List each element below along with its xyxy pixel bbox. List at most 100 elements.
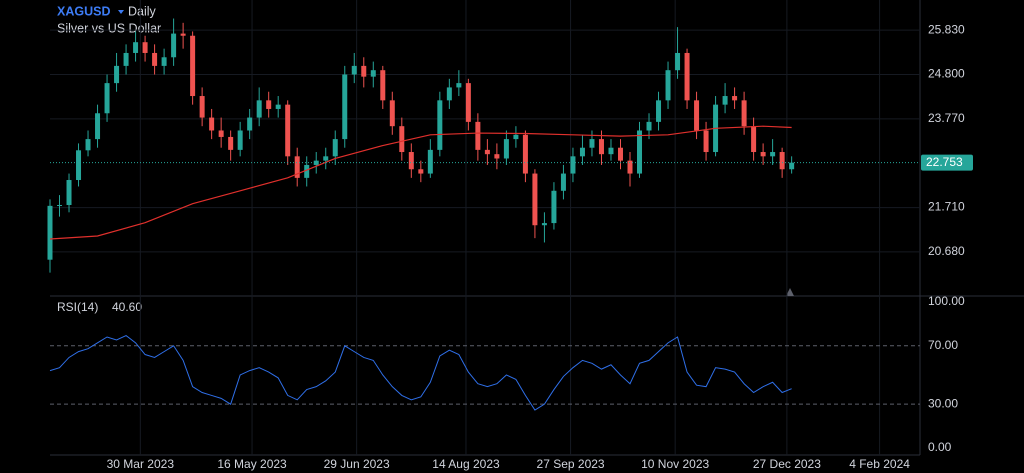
candle-body <box>494 154 500 159</box>
x-tick-label: 4 Feb 2024 <box>849 457 910 471</box>
candle-body <box>161 57 167 66</box>
candle-body <box>351 65 357 75</box>
candle-body <box>522 134 528 174</box>
candle-body <box>389 100 395 127</box>
candle-body <box>665 70 671 101</box>
candle-body <box>171 33 177 58</box>
candle-body <box>180 33 186 36</box>
candle-body <box>475 121 481 150</box>
candle-body <box>342 74 348 140</box>
interval[interactable]: Daily <box>128 4 157 18</box>
candle-body <box>484 149 490 155</box>
candle-body <box>427 149 433 174</box>
x-tick-label: 30 Mar 2023 <box>107 457 175 471</box>
rsi-tick-label: 70.00 <box>928 338 958 352</box>
candle-body <box>560 173 566 191</box>
candle-body <box>437 100 443 150</box>
candle-body <box>579 147 585 157</box>
x-tick-label: 29 Jun 2023 <box>324 457 390 471</box>
candle-body <box>408 152 414 170</box>
y-tick-label: 21.710 <box>928 200 965 214</box>
candle-body <box>294 156 300 178</box>
candle-body <box>285 104 291 157</box>
candle-body <box>313 160 319 165</box>
candle-body <box>361 65 367 77</box>
candle-body <box>751 126 757 153</box>
candle-body <box>637 130 643 174</box>
candle-body <box>85 139 91 151</box>
candle-body <box>237 130 243 150</box>
rsi-last: 40.60 <box>112 300 142 314</box>
candle-body <box>228 136 234 150</box>
candle-body <box>190 35 196 97</box>
candle-body <box>104 83 110 114</box>
candle-body <box>684 52 690 101</box>
candle-body <box>370 70 376 77</box>
x-tick-label: 27 Dec 2023 <box>753 457 821 471</box>
y-tick-label: 20.680 <box>928 244 965 258</box>
candle-body <box>789 162 795 170</box>
candle-body <box>656 100 662 122</box>
candle-body <box>760 152 766 157</box>
y-tick-label: 25.830 <box>928 22 965 36</box>
candle-body <box>722 96 728 105</box>
candle-body <box>256 100 262 118</box>
x-tick-label: 10 Nov 2023 <box>641 457 709 471</box>
candle-body <box>532 173 538 226</box>
candle-body <box>551 190 557 224</box>
candle-body <box>675 52 681 71</box>
candle-body <box>646 121 652 131</box>
candle-body <box>418 169 424 174</box>
y-tick-label: 24.800 <box>928 67 965 81</box>
x-tick-label: 27 Sep 2023 <box>537 457 605 471</box>
candle-body <box>218 130 224 137</box>
candle-body <box>627 160 633 174</box>
candle-body <box>332 139 338 157</box>
y-tick-label: 23.770 <box>928 111 965 125</box>
rsi-label: RSI(14) <box>57 300 98 314</box>
rsi-tick-label: 30.00 <box>928 396 958 410</box>
candle-body <box>323 156 329 161</box>
candle-body <box>598 139 604 155</box>
candle-body <box>66 180 72 205</box>
candle-body <box>694 100 700 131</box>
candle-body <box>95 113 101 140</box>
candle-body <box>732 96 738 101</box>
candle-body <box>589 139 595 148</box>
marker <box>786 288 794 296</box>
last-price-label: 22.753 <box>926 155 963 169</box>
rsi-line <box>49 334 792 411</box>
candle-body <box>446 87 452 101</box>
candle-body <box>399 126 405 153</box>
dropdown-icon[interactable] <box>118 10 124 14</box>
candle-body <box>465 83 471 122</box>
candle-body <box>513 134 519 140</box>
rsi-tick-label: 0.00 <box>928 440 952 454</box>
candle-body <box>770 152 776 157</box>
candle-body <box>570 156 576 174</box>
candle-body <box>76 150 82 181</box>
moving-average <box>49 125 792 240</box>
candle-body <box>47 205 53 260</box>
candle-body <box>209 117 215 131</box>
candle-body <box>304 164 310 178</box>
candle-body <box>275 104 281 109</box>
candle-body <box>456 83 462 88</box>
candle-body <box>617 147 623 161</box>
subtitle: Silver vs US Dollar <box>57 21 161 35</box>
candle-body <box>142 42 148 53</box>
symbol[interactable]: XAGUSD <box>57 4 110 18</box>
candle-body <box>133 42 139 53</box>
candle-body <box>123 52 129 66</box>
candle-body <box>608 147 614 155</box>
candle-body <box>199 96 205 118</box>
candle-body <box>380 70 386 101</box>
candle-body <box>114 65 120 84</box>
candle-body <box>266 100 272 109</box>
candle-body <box>152 52 158 66</box>
candle-body <box>57 204 63 206</box>
x-tick-label: 16 May 2023 <box>217 457 287 471</box>
candle-body <box>703 130 709 153</box>
